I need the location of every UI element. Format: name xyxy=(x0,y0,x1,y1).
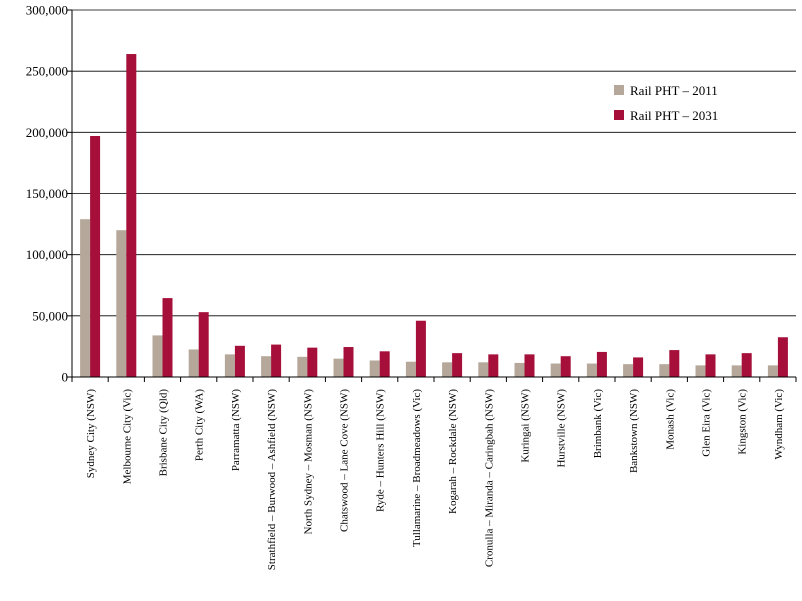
bar-2011 xyxy=(369,360,380,377)
bar-2031 xyxy=(452,353,463,377)
x-tick-label: Ryde – Hunters Hill (NSW) xyxy=(375,389,387,512)
y-tick-label: 300,000 xyxy=(26,3,68,18)
bar-2011 xyxy=(152,335,163,377)
bar-2011 xyxy=(80,219,91,377)
legend-label: Rail PHT – 2011 xyxy=(630,83,718,98)
x-tick-label: Brisbane City (Qld) xyxy=(158,389,170,477)
bar-2031 xyxy=(271,344,282,377)
bar-2031 xyxy=(633,357,644,377)
bar-2031 xyxy=(307,347,318,377)
bar-2011 xyxy=(224,354,235,377)
bar-2031 xyxy=(524,354,535,377)
y-tick-label: 50,000 xyxy=(32,308,68,323)
bar-2031 xyxy=(488,354,499,377)
bar-2011 xyxy=(442,362,453,377)
x-axis-ticks: Sydney City (NSW) Melbourne City (Vic) Bri… xyxy=(85,377,797,571)
bar-2011 xyxy=(478,362,489,377)
y-tick-label: 200,000 xyxy=(26,125,68,140)
bar-2031 xyxy=(198,312,209,377)
bar-2011 xyxy=(405,361,416,377)
x-tick-label: Melbourne City (Vic) xyxy=(121,389,133,485)
bar-2031 xyxy=(343,347,354,377)
bar-2011 xyxy=(261,356,272,377)
bar-2031 xyxy=(234,345,245,377)
x-tick-label: Monash (Vic) xyxy=(664,389,676,450)
bar-2031 xyxy=(741,353,752,377)
x-tick-label: Wyndham (Vic) xyxy=(773,389,785,460)
bar-2011 xyxy=(514,362,525,377)
bar-2031 xyxy=(596,351,607,377)
y-tick-label: 100,000 xyxy=(26,247,68,262)
bar-2011 xyxy=(116,230,127,377)
bar-2031 xyxy=(560,356,571,377)
axes xyxy=(71,10,796,382)
x-tick-label: North Sydney – Mosman (NSW) xyxy=(302,389,314,535)
bar-2031 xyxy=(415,320,426,377)
x-tick-label: Tullamarine – Broadmeadows (Vic) xyxy=(411,389,423,547)
x-tick-label: Cronulla – Miranda – Caringbah (NSW) xyxy=(483,389,495,567)
legend: Rail PHT – 2011 Rail PHT – 2031 xyxy=(614,83,718,123)
bar-2011 xyxy=(767,365,778,377)
bar-2011 xyxy=(188,349,199,377)
bar-2011 xyxy=(731,365,742,377)
bar-2011 xyxy=(623,364,634,377)
x-tick-label: Strathfield – Burwood – Ashfield (NSW) xyxy=(266,389,278,571)
x-tick-label: Brimbank (Vic) xyxy=(592,389,604,459)
y-axis-ticks: 0 50,000 100,000 150,000 200,000 250,000 300,0… xyxy=(26,3,72,385)
bar-2031 xyxy=(669,350,680,377)
x-tick-label: Perth City (WA) xyxy=(194,389,206,461)
bar-2031 xyxy=(379,351,390,377)
bar-2011 xyxy=(297,356,308,377)
bar-2031 xyxy=(162,298,173,377)
bar-2011 xyxy=(695,365,706,377)
x-tick-label: Bankstown (NSW) xyxy=(628,389,640,473)
x-tick-label: Chatswood – Lane Cove (NSW) xyxy=(339,389,351,532)
bar-2011 xyxy=(586,363,597,377)
bar-2011 xyxy=(333,358,344,377)
gridlines xyxy=(72,9,796,317)
bars xyxy=(80,54,788,377)
x-tick-label: Parramatta (NSW) xyxy=(230,389,242,471)
legend-swatch xyxy=(614,110,624,120)
x-tick-label: Kingston (Vic) xyxy=(737,389,749,455)
bar-2031 xyxy=(126,54,137,377)
legend-swatch xyxy=(614,85,624,95)
bar-2031 xyxy=(777,337,788,377)
y-tick-label: 250,000 xyxy=(26,64,68,79)
x-tick-label: Kogarah – Rockdale (NSW) xyxy=(447,389,459,514)
y-tick-label: 0 xyxy=(62,370,69,385)
bar-2011 xyxy=(550,363,561,377)
legend-label: Rail PHT – 2031 xyxy=(630,108,718,123)
x-tick-label: Hurstville (NSW) xyxy=(556,389,568,468)
bar-2031 xyxy=(90,136,101,377)
x-tick-label: Glen Eira (Vic) xyxy=(701,389,713,457)
x-tick-label: Sydney City (NSW) xyxy=(85,389,97,479)
bar-2031 xyxy=(705,354,716,377)
y-tick-label: 150,000 xyxy=(26,186,68,201)
x-tick-label: Kuringai (NSW) xyxy=(520,389,532,463)
bar-2011 xyxy=(659,364,670,377)
